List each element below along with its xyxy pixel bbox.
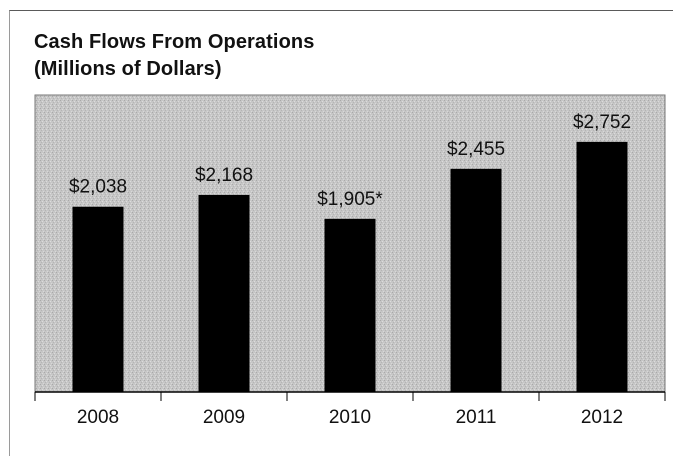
chart-title-line: Cash Flows From Operations bbox=[34, 31, 315, 53]
chart-subtitle: (Millions of Dollars) bbox=[34, 58, 222, 80]
data-label-2010: $1,905* bbox=[317, 189, 383, 210]
data-label-2008: $2,038 bbox=[69, 177, 127, 198]
x-tick-label-2008: 2008 bbox=[77, 407, 119, 428]
x-tick-label-2012: 2012 bbox=[581, 407, 623, 428]
x-tick-label-2011: 2011 bbox=[456, 407, 497, 428]
chart-frame bbox=[9, 10, 673, 456]
x-tick-label-2009: 2009 bbox=[203, 407, 245, 428]
bar-2010 bbox=[324, 218, 376, 392]
bar-2012 bbox=[576, 141, 628, 392]
bar-2008 bbox=[72, 206, 124, 392]
data-label-2012: $2,752 bbox=[573, 112, 631, 133]
data-label-2011: $2,455 bbox=[447, 139, 505, 160]
bar-2011 bbox=[450, 168, 502, 392]
data-label-2009: $2,168 bbox=[195, 165, 253, 186]
x-tick-label-2010: 2010 bbox=[329, 407, 371, 428]
chart-title: Cash Flows From Operations (Millions of … bbox=[34, 29, 314, 83]
bar-2009 bbox=[198, 194, 250, 392]
